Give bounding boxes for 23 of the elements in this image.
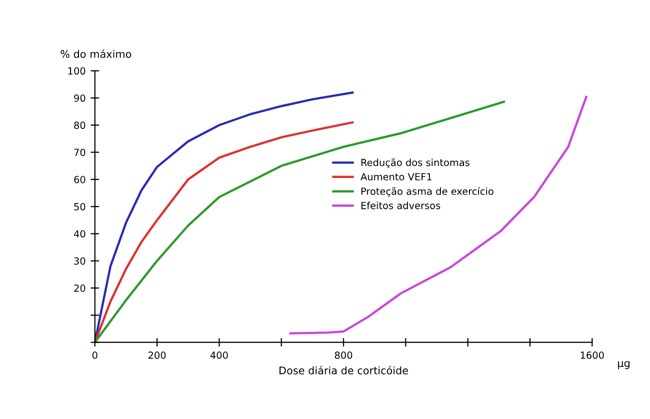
x-tick-label: 200 — [148, 352, 166, 359]
y-axis-title: % do máximo — [60, 49, 132, 58]
y-tick-label: 50 — [74, 203, 86, 210]
legend-label: Aumento VEF1 — [360, 173, 432, 180]
y-tick-label: 70 — [74, 148, 86, 156]
line-series — [289, 96, 588, 334]
y-tick-label: 100 — [68, 67, 86, 75]
legend-label: Redução dos sintomas — [361, 158, 470, 168]
legend-label: Proteção asma de exercício — [361, 187, 494, 197]
x-axis-title: Dose diária de corticóide — [280, 366, 408, 374]
y-tick-label: 90 — [74, 94, 86, 102]
line-series — [94, 100, 505, 342]
text: µg — [618, 361, 630, 370]
x-tick-label: 400 — [210, 352, 228, 359]
y-tick-label: 30 — [74, 257, 86, 265]
y-tick-label: 80 — [74, 122, 86, 129]
y-tick-label: 40 — [74, 230, 86, 238]
y-tick-label: 60 — [74, 176, 86, 184]
x-tick-label: 1600 — [580, 352, 604, 359]
y-tick-label: 20 — [74, 284, 86, 292]
x-tick-label: 0 — [92, 352, 98, 359]
x-tick-label: 800 — [334, 352, 352, 359]
legend-label: Efeitos adversos — [361, 202, 440, 210]
